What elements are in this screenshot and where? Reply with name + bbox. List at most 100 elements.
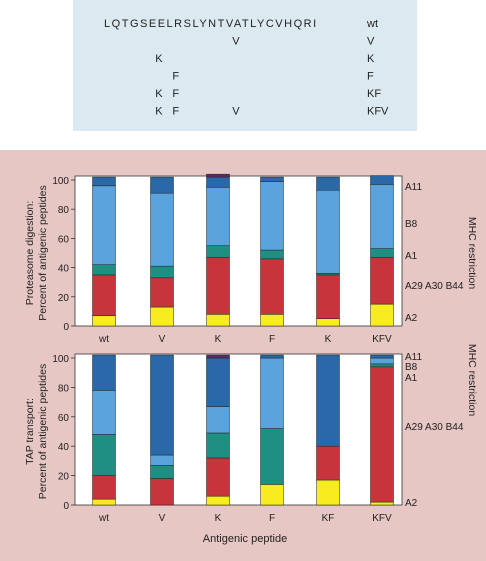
bar-segment-a29-a30-b44 <box>150 478 174 506</box>
bar-segment-a11 <box>206 357 230 407</box>
bar-segment-b8 <box>150 192 174 267</box>
bar-segment-a2 <box>370 501 394 506</box>
sequence-panel: LQTGSEELRSLYNTVATLYCVHQRI wt V V K K F F KF K F KFV… <box>73 0 417 131</box>
bar-segment-a1 <box>92 434 116 476</box>
bar-segment-a29-a30-b44 <box>316 274 340 319</box>
plot-area <box>74 353 403 506</box>
variant-label: KF <box>367 88 381 100</box>
bar-segment-a1 <box>206 245 230 258</box>
x-tick-label: KFV <box>372 513 392 524</box>
chart-panel: 0 20 40 60 80 100 Proteasome digestion:Percent… <box>0 150 486 561</box>
bar-segment-a11 <box>370 354 394 359</box>
bar-segment-a11 <box>92 354 116 391</box>
y-tick-label: 80 <box>58 205 70 216</box>
series-label: B8 <box>405 362 418 373</box>
bar-segment-a2 <box>206 314 230 327</box>
bar-segment-a29-a30-b44 <box>370 257 394 305</box>
y-axis-title-line-2: Percent of antigenic peptides <box>37 185 49 320</box>
mutation-residue: F <box>172 88 179 100</box>
variant-label: K <box>367 53 375 65</box>
bar-segment-a2 <box>316 318 340 327</box>
bar-segment-b8 <box>206 406 230 434</box>
x-tick-label: K <box>215 334 222 345</box>
x-tick-label: KF <box>322 513 335 524</box>
bar-segment-b8 <box>260 181 284 251</box>
bar-segment-b8 <box>316 189 340 274</box>
bar-segment-b8 <box>150 454 174 466</box>
series-label: A1 <box>405 373 418 384</box>
bar-segment-a11 <box>150 176 174 194</box>
mhc-restriction-label-bottom: MHC restriction <box>466 344 478 417</box>
y-tick-label: 60 <box>58 413 70 424</box>
series-label: A29 A30 B44 <box>405 281 464 292</box>
variant-label: wt <box>366 18 378 30</box>
mutation-residue: K <box>155 88 163 100</box>
y-tick-label: 0 <box>63 501 69 512</box>
bar-segment-a29-a30-b44 <box>206 257 230 315</box>
x-tick-label: wt <box>98 334 109 345</box>
bar-segment-a1 <box>260 249 284 260</box>
y-axis-title-line-2: Percent of antigenic peptides <box>37 364 49 499</box>
bar-segment-a11 <box>316 354 340 447</box>
x-tick-label: K <box>215 513 222 524</box>
bar-segment-a29-a30-b44 <box>92 274 116 317</box>
bar-segment-a11 <box>260 176 284 182</box>
bar-segment-a2 <box>92 315 116 327</box>
bar-segment-a2 <box>370 303 394 327</box>
variant-label: F <box>367 71 374 83</box>
y-axis-title-line-1: TAP transport: <box>24 398 36 465</box>
bar-segment-a2 <box>260 314 284 327</box>
bar-segment-a11 <box>370 175 394 185</box>
bar-segment-a29-a30-b44 <box>370 366 394 503</box>
y-tick-label: 80 <box>58 383 70 394</box>
series-label: A29 A30 B44 <box>405 422 464 433</box>
y-tick-label: 100 <box>52 176 69 187</box>
y-tick-label: 0 <box>63 322 69 333</box>
bar-segment-a2 <box>260 484 284 506</box>
mutation-residue: K <box>155 106 163 118</box>
series-label: A11 <box>405 182 422 193</box>
y-tick-label: 20 <box>58 472 70 483</box>
bar-segment-a2 <box>92 498 116 506</box>
y-axis-title: Proteasome digestion:Percent of antigeni… <box>24 185 49 320</box>
mutation-residue: F <box>172 71 179 83</box>
bar-segment-a11 <box>150 354 174 456</box>
wild-type-sequence: LQTGSEELRSLYNTVATLYCVHQRI <box>104 18 316 30</box>
bar-segment-b8 <box>92 185 116 265</box>
bar-segment-a29-a30-b44 <box>206 457 230 497</box>
bar-segment-a1 <box>150 265 174 279</box>
variant-label: V <box>367 36 375 48</box>
bar-segment-a29-a30-b44 <box>92 475 116 500</box>
bar-segment-a2 <box>316 479 340 506</box>
y-tick-label: 60 <box>58 234 70 245</box>
bar-segment-a1 <box>150 465 174 479</box>
bar-segment-a11 <box>316 176 340 191</box>
bar-segment-cap <box>206 173 230 178</box>
bar-segment-a11 <box>92 176 116 187</box>
y-tick-label: 100 <box>52 354 69 365</box>
bar-segment-b8 <box>370 357 394 365</box>
x-tick-label: V <box>159 513 166 524</box>
x-tick-label: F <box>269 334 275 345</box>
x-tick-label: K <box>325 334 332 345</box>
variant-label: KFV <box>367 106 389 118</box>
y-tick-label: 20 <box>58 293 70 304</box>
bar-segment-a29-a30-b44 <box>150 277 174 308</box>
y-tick-label: 40 <box>58 264 70 275</box>
bar-segment-a1 <box>206 432 230 459</box>
mhc-restriction-label-top: MHC restriction <box>466 217 478 290</box>
bar-segment-a29-a30-b44 <box>316 445 340 481</box>
bar-segment-a11 <box>206 176 230 188</box>
bar-segment-a1 <box>260 428 284 485</box>
series-label: A2 <box>405 313 418 324</box>
bar-segment-a1 <box>92 264 116 276</box>
mutation-residue: V <box>232 106 240 118</box>
bar-segment-b8 <box>260 357 284 429</box>
bar-segment-a2 <box>206 495 230 506</box>
y-axis-title: TAP transport:Percent of antigenic pepti… <box>24 364 49 499</box>
y-axis-title-line-1: Proteasome digestion: <box>24 201 36 305</box>
bar-segment-cap <box>206 354 230 359</box>
series-label: A2 <box>405 498 418 509</box>
